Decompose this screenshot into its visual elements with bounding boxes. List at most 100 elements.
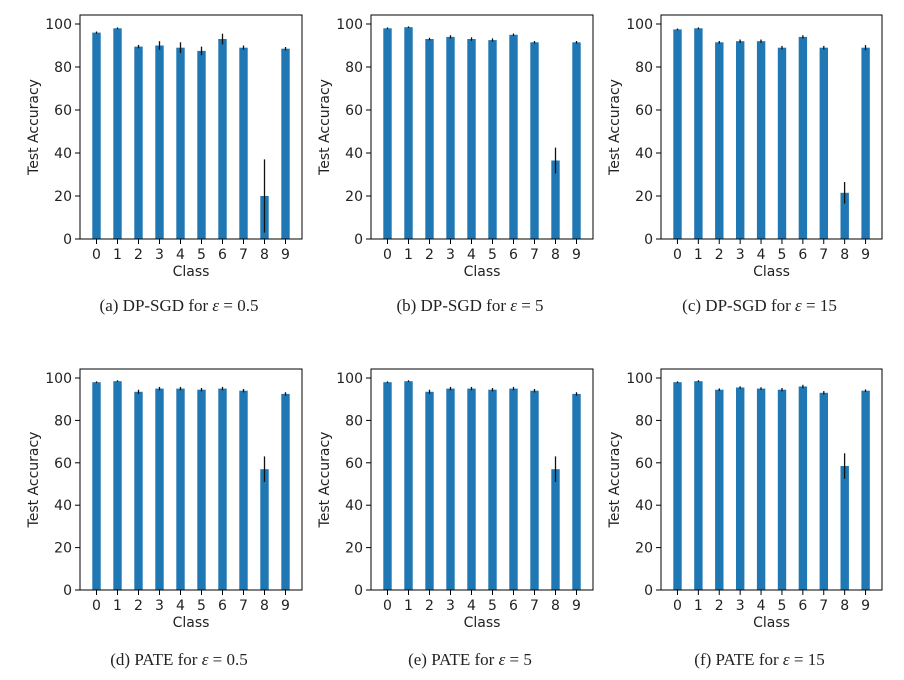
bar-class-7: [239, 47, 248, 240]
bar-class-7: [530, 390, 539, 590]
x-tick-label: 4: [176, 598, 185, 614]
x-tick-label: 1: [694, 247, 703, 263]
bar-class-1: [694, 28, 703, 239]
caption-epsilon-symbol: ε: [783, 650, 790, 669]
y-tick-label: 100: [336, 17, 363, 33]
bar-class-0: [383, 382, 392, 590]
bar-class-4: [176, 47, 185, 240]
x-tick-label: 6: [798, 598, 807, 614]
x-tick-label: 9: [572, 598, 581, 614]
y-tick-label: 100: [336, 371, 363, 387]
x-tick-label: 5: [777, 247, 786, 263]
x-tick-label: 6: [509, 247, 518, 263]
x-tick-label: 9: [281, 247, 290, 263]
x-tick-label: 7: [239, 598, 248, 614]
plot-frame: [79, 368, 303, 591]
x-tick-label: 1: [113, 598, 122, 614]
x-tick-label: 9: [861, 598, 870, 614]
y-axis-label: Test Accuracy: [26, 79, 42, 176]
y-tick-label: 0: [644, 583, 653, 599]
bar-class-9: [861, 47, 870, 240]
bar-class-9: [861, 390, 870, 590]
caption-epsilon-value: 0.5: [237, 296, 258, 315]
bar-class-5: [777, 389, 787, 590]
bar-class-0: [92, 382, 101, 590]
x-tick-label: 2: [715, 247, 724, 263]
caption-prefix: (b) DP-SGD for: [396, 296, 510, 315]
x-tick-label: 5: [488, 598, 497, 614]
bar-class-5: [488, 40, 497, 239]
y-tick-label: 0: [354, 232, 363, 248]
bar-class-9: [572, 393, 581, 590]
bar-class-9: [572, 42, 581, 239]
x-tick-label: 4: [757, 247, 766, 263]
y-tick-label: 80: [54, 413, 72, 429]
caption-epsilon-value: 15: [808, 650, 825, 669]
bar-class-4: [176, 388, 185, 590]
subplot-caption: (b) DP-SGD for ε = 5: [396, 296, 543, 315]
x-tick-label: 2: [715, 598, 724, 614]
x-tick-label: 9: [572, 247, 581, 263]
y-axis-label: Test Accuracy: [607, 432, 623, 529]
caption-equals: =: [219, 296, 237, 315]
bar-class-0: [383, 28, 392, 239]
bar-class-4: [467, 388, 476, 590]
bar-class-6: [798, 386, 808, 590]
x-tick-label: 5: [488, 247, 497, 263]
caption-epsilon-symbol: ε: [510, 296, 517, 315]
bar-class-8: [840, 466, 849, 590]
subplot-caption: (f) PATE for ε = 15: [694, 650, 824, 669]
x-tick-label: 4: [176, 247, 185, 263]
caption-epsilon-symbol: ε: [212, 296, 219, 315]
x-tick-label: 8: [260, 247, 269, 263]
y-tick-label: 40: [54, 146, 72, 162]
caption-equals: =: [517, 296, 535, 315]
y-tick-label: 60: [635, 103, 653, 119]
caption-equals: =: [208, 650, 226, 669]
x-tick-label: 2: [425, 598, 434, 614]
bar-class-8: [551, 160, 560, 239]
bar-class-2: [134, 46, 143, 239]
x-tick-label: 8: [840, 598, 849, 614]
y-axis-label: Test Accuracy: [607, 79, 623, 176]
bar-class-1: [113, 381, 122, 590]
x-tick-label: 3: [736, 247, 745, 263]
y-tick-label: 40: [345, 498, 363, 514]
x-tick-label: 8: [551, 247, 560, 263]
y-tick-label: 20: [635, 541, 653, 557]
bar-class-7: [819, 392, 828, 590]
plot-frame: [660, 368, 883, 591]
x-tick-label: 3: [736, 598, 745, 614]
bar-class-8: [260, 469, 269, 590]
subplot-caption: (e) PATE for ε = 5: [408, 650, 532, 669]
x-tick-label: 7: [819, 598, 828, 614]
x-tick-label: 1: [404, 247, 413, 263]
bar-class-2: [425, 391, 434, 590]
x-tick-label: 0: [673, 598, 682, 614]
y-tick-label: 60: [54, 456, 72, 472]
y-tick-label: 80: [54, 60, 72, 76]
x-axis-label: Class: [753, 264, 790, 280]
y-tick-label: 20: [54, 189, 72, 205]
caption-prefix: (e) PATE for: [408, 650, 499, 669]
bar-class-3: [155, 388, 164, 590]
bar-class-4: [467, 39, 476, 239]
x-axis-label: Class: [173, 615, 210, 631]
caption-epsilon-symbol: ε: [499, 650, 506, 669]
caption-equals: =: [790, 650, 808, 669]
caption-prefix: (f) PATE for: [694, 650, 783, 669]
x-axis-label: Class: [464, 264, 501, 280]
bar-class-2: [715, 42, 724, 239]
caption-epsilon-value: 5: [535, 296, 544, 315]
x-tick-label: 6: [218, 598, 227, 614]
x-tick-label: 3: [446, 598, 455, 614]
bar-class-1: [404, 27, 413, 240]
bar-class-8: [840, 192, 849, 239]
x-tick-label: 2: [134, 247, 143, 263]
x-tick-label: 5: [197, 247, 206, 263]
